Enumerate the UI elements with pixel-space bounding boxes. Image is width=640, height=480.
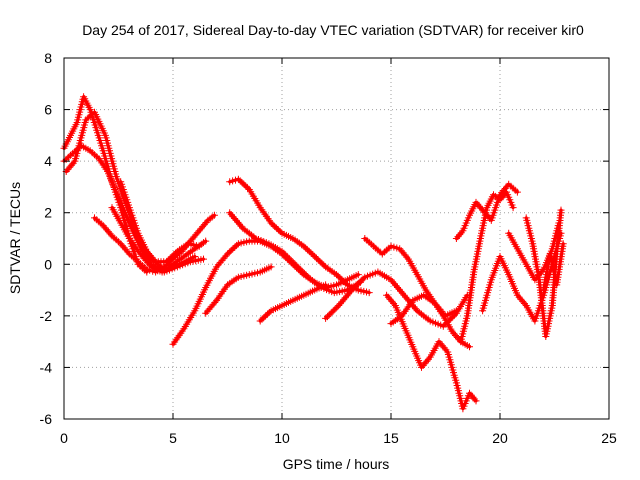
plus-markers xyxy=(226,209,364,297)
plot-frame xyxy=(63,57,610,420)
y-tick-label: -4 xyxy=(40,359,53,375)
plus-markers xyxy=(202,263,275,317)
plus-markers xyxy=(540,240,567,294)
plus-markers xyxy=(62,108,199,273)
data-series-trace xyxy=(62,108,199,273)
y-tick-label: 4 xyxy=(44,153,52,169)
data-series-trace xyxy=(457,188,517,346)
data-series-trace xyxy=(522,206,565,340)
data-series-trace xyxy=(226,209,364,297)
y-tick-label: 6 xyxy=(44,102,52,118)
data-series-trace xyxy=(117,178,203,266)
plus-markers xyxy=(383,291,480,413)
y-tick-label: 8 xyxy=(44,50,52,66)
x-tick-label: 20 xyxy=(492,430,508,446)
plus-markers xyxy=(452,180,521,242)
y-tick-label: -6 xyxy=(40,411,53,427)
x-tick-label: 25 xyxy=(601,430,617,446)
y-axis-label: SDTVAR / TECUs xyxy=(7,182,23,294)
plus-markers xyxy=(256,281,330,325)
data-series-trace xyxy=(452,180,521,242)
data-series-trace xyxy=(387,291,460,328)
data-series xyxy=(60,93,567,413)
data-series-trace xyxy=(540,240,567,294)
y-tick-labels: -6 -4 -2 0 2 4 6 8 xyxy=(40,50,53,427)
x-tick-labels: 0 5 10 15 20 25 xyxy=(60,430,617,446)
y-tick-label: 0 xyxy=(44,256,52,272)
plus-markers xyxy=(387,291,460,328)
y-tick-label: 2 xyxy=(44,205,52,221)
data-series-trace xyxy=(202,263,275,317)
plus-markers xyxy=(361,235,473,351)
data-series-trace xyxy=(361,235,473,351)
x-axis-label: GPS time / hours xyxy=(283,456,390,472)
data-series-trace xyxy=(108,204,210,276)
y-tick-label: -2 xyxy=(40,308,53,324)
chart-title: Day 254 of 2017, Sidereal Day-to-day VTE… xyxy=(82,22,584,38)
axis-ticks xyxy=(63,57,610,420)
x-tick-label: 10 xyxy=(274,430,290,446)
x-tick-label: 15 xyxy=(383,430,399,446)
plus-markers xyxy=(117,178,203,266)
trace-line xyxy=(110,206,208,274)
data-series-trace xyxy=(383,291,480,413)
data-series-trace xyxy=(256,281,330,325)
x-tick-label: 5 xyxy=(169,430,177,446)
x-tick-label: 0 xyxy=(60,430,68,446)
plus-markers xyxy=(108,204,210,276)
grid-lines xyxy=(64,58,609,419)
plus-markers xyxy=(457,188,517,346)
